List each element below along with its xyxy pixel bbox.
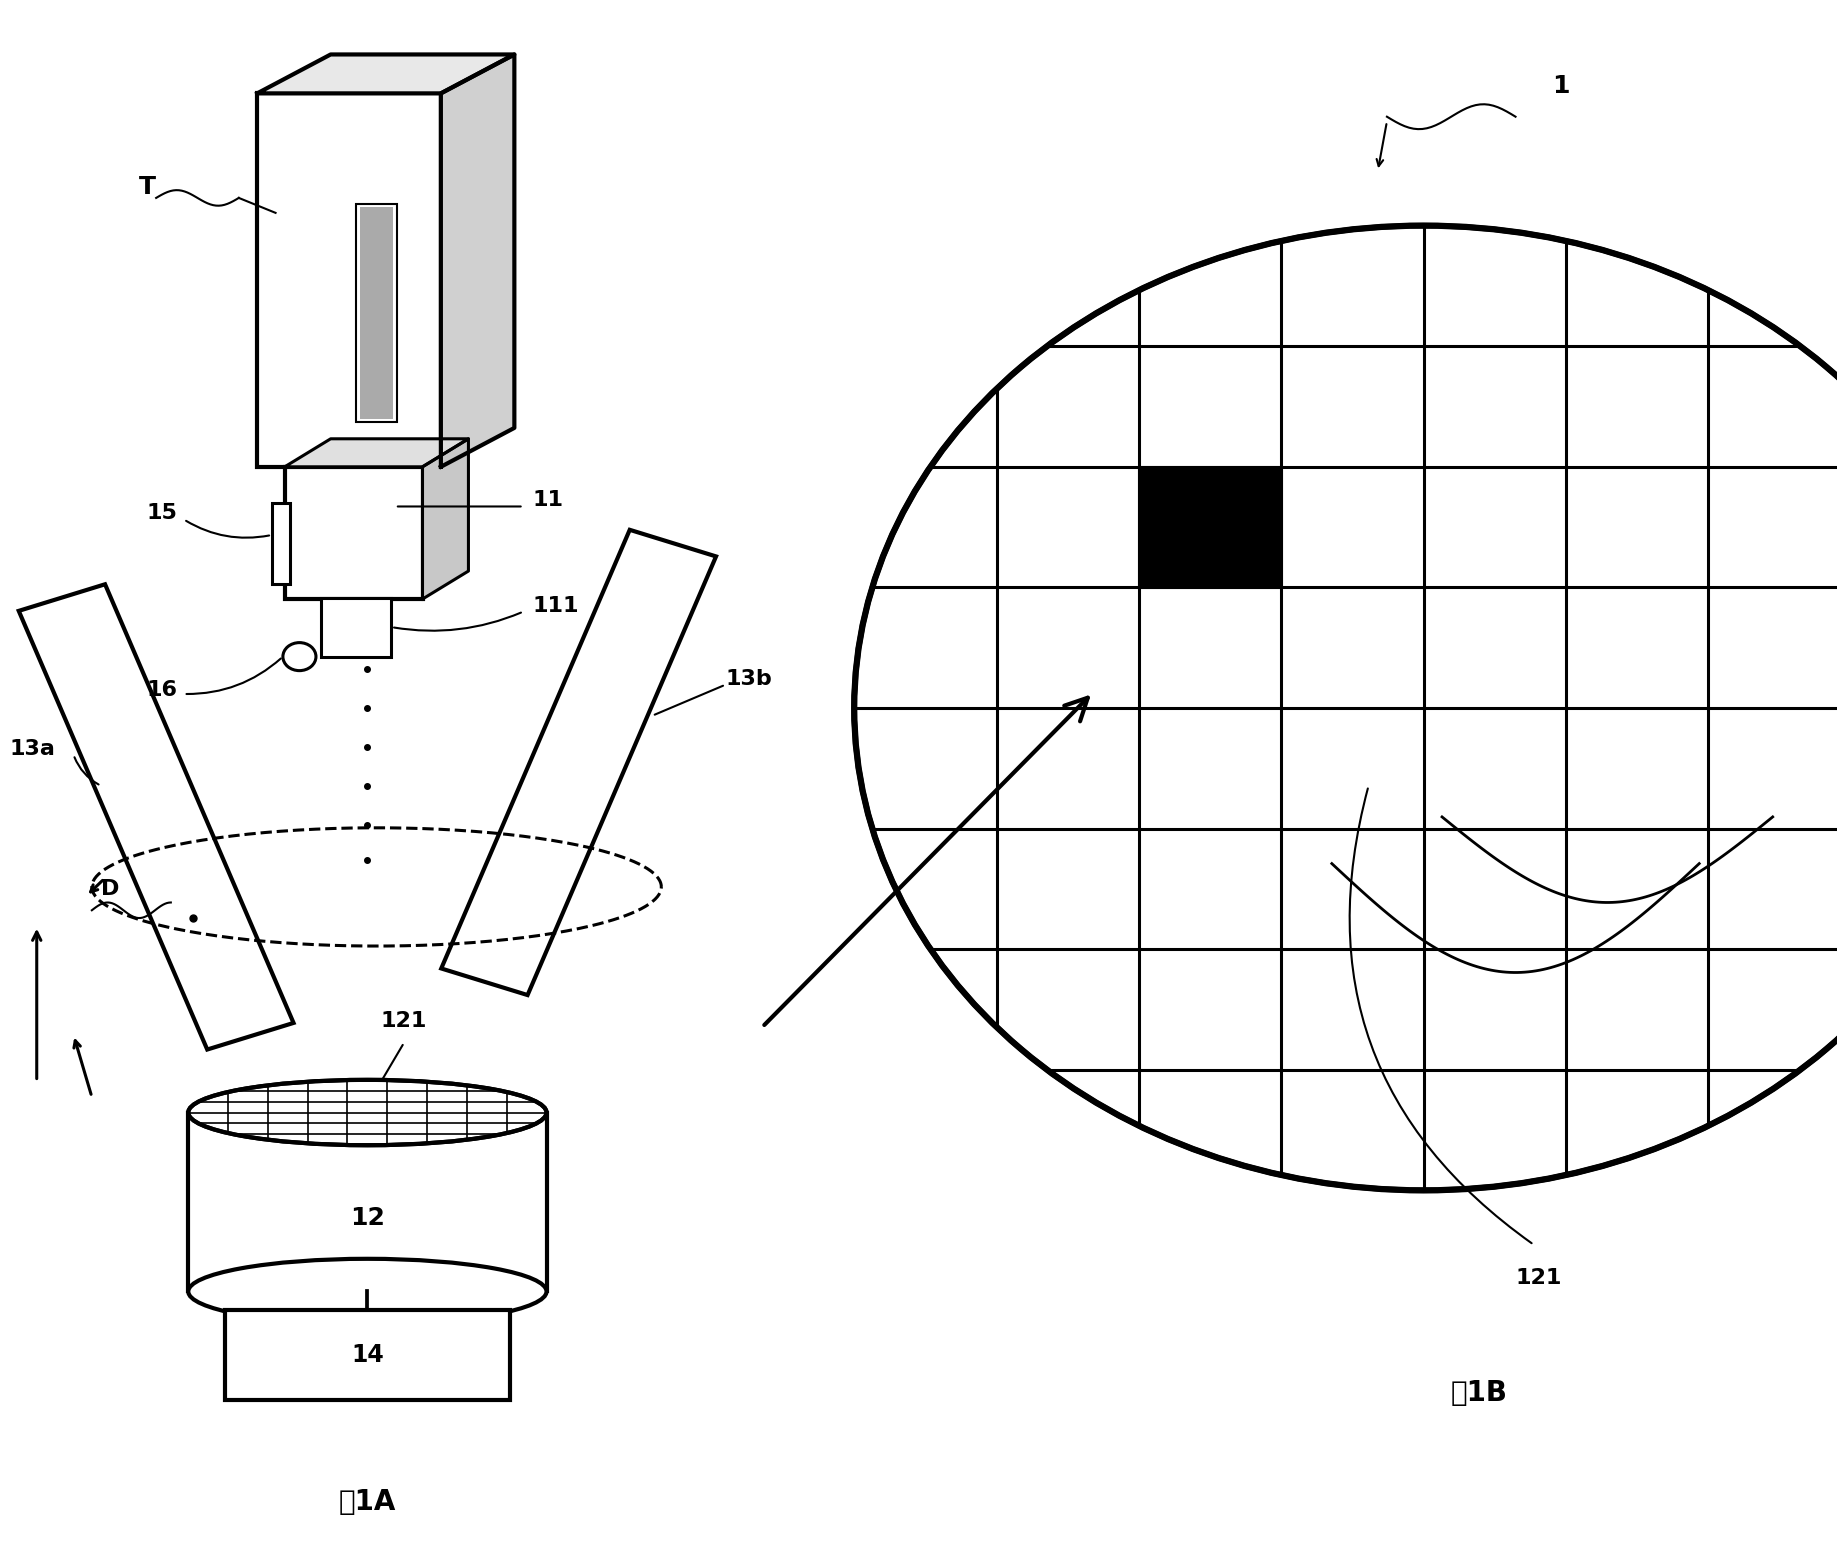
Text: 13b: 13b (726, 669, 772, 689)
Text: 11: 11 (533, 490, 564, 510)
Ellipse shape (189, 1259, 547, 1324)
Text: T: T (138, 174, 156, 199)
Circle shape (283, 643, 316, 671)
Polygon shape (441, 54, 514, 467)
Text: 12: 12 (351, 1206, 384, 1229)
Text: 121: 121 (1516, 1268, 1561, 1288)
Text: 111: 111 (533, 596, 579, 616)
Polygon shape (423, 439, 468, 599)
Text: 图1B: 图1B (1449, 1379, 1508, 1407)
Text: 14: 14 (351, 1343, 384, 1368)
Text: 121: 121 (380, 1011, 428, 1032)
Ellipse shape (189, 1080, 547, 1145)
Polygon shape (285, 439, 468, 467)
Bar (1139, 467, 1282, 587)
Bar (285, 467, 423, 599)
Text: 16: 16 (147, 680, 178, 700)
Text: 1: 1 (1552, 75, 1571, 98)
Text: 13a: 13a (9, 739, 55, 759)
Bar (321, 598, 391, 657)
Bar (226, 1310, 511, 1400)
Bar (189, 1113, 547, 1291)
Polygon shape (441, 529, 716, 996)
Bar (356, 204, 397, 422)
Bar (257, 93, 441, 467)
Text: 图1A: 图1A (338, 1488, 397, 1516)
Polygon shape (18, 584, 294, 1050)
Bar (272, 503, 290, 584)
Text: D: D (101, 879, 119, 899)
Bar (360, 207, 393, 419)
Text: 15: 15 (147, 504, 178, 523)
Circle shape (854, 226, 1837, 1190)
Polygon shape (257, 54, 514, 93)
